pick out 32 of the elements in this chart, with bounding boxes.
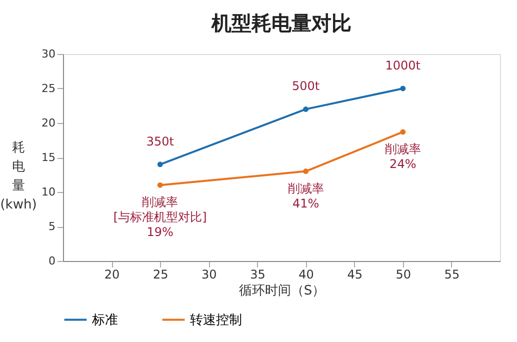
x-tick-label: 55 [444,268,460,282]
annotation: 削减率 24% [384,142,421,171]
y-tick-label: 15 [42,151,56,164]
x-tick-label: 45 [347,268,362,282]
point [303,168,309,174]
x-tick-label: 30 [202,268,217,282]
y-tick-label: 0 [48,254,56,268]
y-tick-label: 5 [48,220,56,233]
annotation: 削减率 [与标准机型对比] 19% [113,195,207,240]
y-tick-label: 25 [42,82,56,95]
y-axis-title: 耗电量 (kwh) [0,140,37,213]
annotation: 350t [146,134,174,148]
x-tick-label: 40 [298,268,314,282]
legend-label: 转速控制 [190,312,242,328]
chart-title: 机型耗电量对比 [210,11,352,35]
x-tick-label: 50 [396,268,412,282]
point [157,182,163,188]
y-tick-label: 10 [42,186,56,198]
x-axis-title: 循环时间（S） [238,284,326,298]
x-tick-label: 20 [104,268,120,282]
annotation: 1000t [385,58,421,72]
x-tick-label: 35 [250,268,266,282]
y-tick-label: 20 [42,116,56,130]
legend-label: 标准 [91,312,118,328]
x-tick-label: 25 [152,268,168,282]
annotation: 削减率 41% [288,181,324,210]
point [400,129,406,135]
y-tick-label: 30 [42,48,56,60]
point [303,106,309,112]
point [400,86,406,92]
annotation: 500t [292,79,320,94]
point [157,162,163,168]
